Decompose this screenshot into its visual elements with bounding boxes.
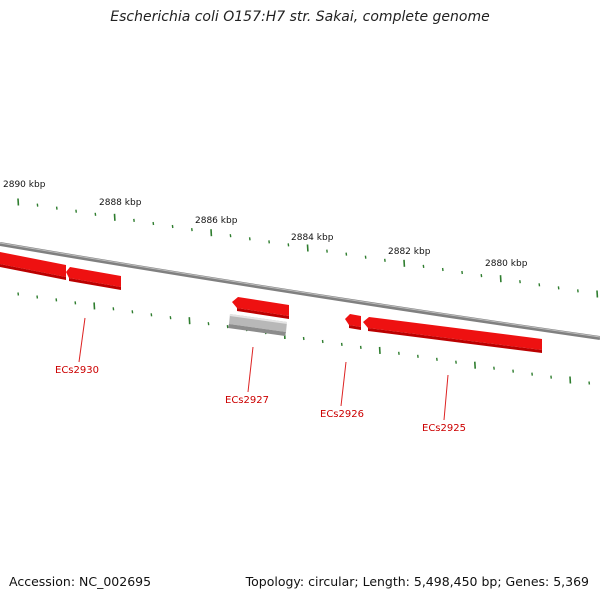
pseudogene[interactable]: [229, 314, 287, 332]
gene-ecs2930-shade: [69, 278, 121, 290]
gene-label-line: [78, 317, 86, 363]
gene-label-ecs2926[interactable]: ECs2926: [320, 409, 364, 420]
gene-label-line: [340, 361, 347, 407]
kbp-label: 2880 kbp: [485, 259, 528, 269]
gene-ecs2927[interactable]: [232, 297, 289, 316]
gene-ecs2926[interactable]: [345, 314, 361, 327]
kbp-label: 2890 kbp: [3, 180, 46, 190]
gene-ecs2925-shade: [368, 328, 542, 353]
gene-ecs2926-shade: [349, 325, 361, 330]
pseudogene-shade: [228, 324, 286, 336]
gene-features: [0, 252, 542, 353]
kbp-label: 2886 kbp: [195, 216, 238, 226]
kbp-label: 2882 kbp: [388, 247, 431, 257]
gene-ecs2925[interactable]: [363, 317, 542, 350]
gene-label-line: [247, 346, 254, 393]
accession-text: Accession: NC_002695: [9, 574, 152, 589]
genome-backbone: [0, 242, 600, 340]
gene-ecs2931-shade: [0, 264, 66, 280]
genome-summary-text: Topology: circular; Length: 5,498,450 bp…: [245, 574, 589, 589]
gene-label-ecs2925[interactable]: ECs2925: [422, 423, 466, 434]
gene-ecs2927-shade: [237, 308, 289, 319]
kbp-label: 2888 kbp: [99, 198, 142, 208]
kbp-label: 2884 kbp: [291, 233, 334, 243]
gene-label-line: [443, 374, 449, 421]
genome-title: Escherichia coli O157:H7 str. Sakai, com…: [110, 9, 490, 25]
gene-label-ecs2927[interactable]: ECs2927: [225, 395, 269, 406]
genome-backbone-highlight: [0, 242, 600, 338]
pseudogene-highlight: [230, 314, 287, 324]
gene-ecs2930[interactable]: [66, 267, 121, 287]
gene-ecs2931[interactable]: [0, 252, 66, 277]
gene-label-ecs2930[interactable]: ECs2930: [55, 365, 99, 376]
outer-tick-track: [17, 198, 599, 298]
